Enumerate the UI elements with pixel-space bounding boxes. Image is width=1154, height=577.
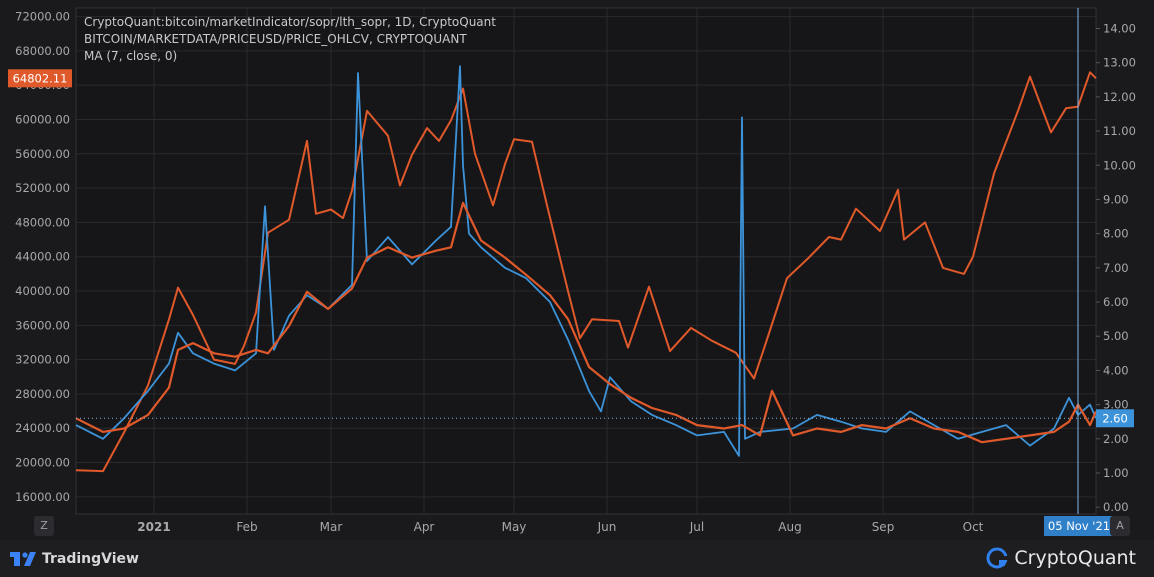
left-axis-tick-label: 44000.00 [15,250,70,264]
right-axis-tick-label: 3.00 [1103,398,1129,412]
left-axis-tick-label: 20000.00 [15,456,70,470]
left-axis-scale-button[interactable]: Z [34,516,54,536]
legend-sopr-series[interactable]: CryptoQuant:bitcoin/marketIndicator/sopr… [84,15,496,29]
legend-price-series[interactable]: BITCOIN/MARKETDATA/PRICEUSD/PRICE_OHLCV,… [84,32,467,46]
left-axis-tick-label: 16000.00 [15,490,70,504]
right-axis-tick-label: 1.00 [1103,466,1129,480]
right-axis-tick-label: 7.00 [1103,261,1129,275]
left-axis-tick-label: 48000.00 [15,215,70,229]
sopr-current-badge [1096,409,1134,428]
tradingview-icon [10,552,36,566]
price-line-series [75,71,1097,473]
x-axis-tick-label: Jun [597,520,617,534]
sopr-current-label: 2.60 [1102,411,1128,425]
left-axis-tick-label: 68000.00 [15,44,70,58]
footer-bar: TradingView CryptoQuant [0,540,1154,577]
right-axis-tick-label: 12.00 [1103,90,1136,104]
plot-area [75,7,1097,515]
x-axis-tick-label: Oct [963,520,984,534]
legend-ma-series[interactable]: MA (7, close, 0) [84,49,178,63]
crosshair-date-badge [1044,516,1114,536]
x-axis-tick-label: Mar [320,520,343,534]
right-axis-tick-label: 0.00 [1103,500,1129,514]
left-axis-tick-label: 28000.00 [15,387,70,401]
crosshair-date-label: 05 Nov '21 [1048,519,1110,533]
x-axis-tick-label: Apr [414,520,435,534]
right-axis-tick-label: 9.00 [1103,192,1129,206]
x-axis-tick-label: May [502,520,527,534]
tradingview-label: TradingView [42,551,139,567]
right-axis-tick-label: 2.00 [1103,432,1129,446]
ma-line-series [75,201,1098,444]
auto-scale-button[interactable]: A [1110,516,1130,536]
right-axis-tick-label: 5.00 [1103,329,1129,343]
right-axis-tick-label: 6.00 [1103,295,1129,309]
left-axis-tick-label: 60000.00 [15,112,70,126]
right-axis-tick-label: 8.00 [1103,227,1129,241]
left-axis-tick-label: 52000.00 [15,181,70,195]
left-axis-tick-label: 32000.00 [15,353,70,367]
right-axis-tick-label: 13.00 [1103,56,1136,70]
price-current-badge [8,69,72,88]
x-axis-tick-label: 2021 [137,520,170,534]
right-axis-tick-label: 14.00 [1103,22,1136,36]
left-axis-tick-label: 24000.00 [15,421,70,435]
chart-legend: CryptoQuant:bitcoin/marketIndicator/sopr… [84,14,496,65]
cryptoquant-icon [986,547,1009,569]
right-axis-tick-label: 4.00 [1103,363,1129,377]
right-axis-tick-label: 11.00 [1103,124,1136,138]
x-axis-tick-label: Aug [778,520,801,534]
left-axis-tick-label: 36000.00 [15,318,70,332]
x-axis-tick-label: Sep [872,520,895,534]
price-current-label: 64802.11 [13,71,68,85]
left-axis-tick-label: 40000.00 [15,284,70,298]
x-axis-tick-label: Jul [689,520,704,534]
cryptoquant-logo[interactable]: CryptoQuant [986,547,1136,569]
tradingview-logo[interactable]: TradingView [10,550,139,568]
left-axis-tick-label: 56000.00 [15,147,70,161]
cryptoquant-label: CryptoQuant [1014,547,1136,569]
x-axis-tick-label: Feb [236,520,257,534]
right-axis-tick-label: 10.00 [1103,158,1136,172]
left-axis-tick-label: 72000.00 [15,10,70,24]
sopr-line-series [75,65,1097,457]
